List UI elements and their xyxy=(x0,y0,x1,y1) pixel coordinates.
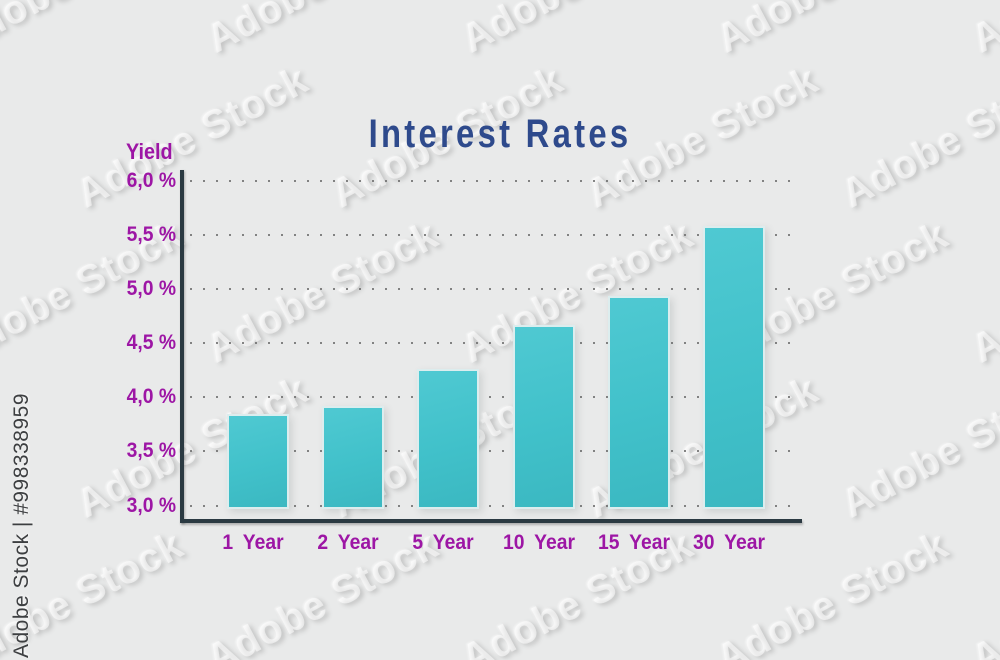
adobe-stock-watermark: Adobe Stock xyxy=(709,0,956,62)
y-tick-label: 3,5 % xyxy=(126,439,176,463)
watermark-id-label: Adobe Stock | #998338959 xyxy=(10,393,33,658)
y-tick-label: 6,0 % xyxy=(126,169,176,192)
bar-1-year xyxy=(227,413,289,509)
adobe-stock-watermark: Adobe Stock xyxy=(964,523,1000,660)
chart-title: Interest Rates xyxy=(368,112,632,156)
adobe-stock-watermark: Adobe Stock xyxy=(964,213,1000,372)
gridline-5 xyxy=(190,288,798,291)
adobe-stock-watermark: Adobe Stock xyxy=(0,0,191,62)
bar-10-year xyxy=(512,324,575,509)
adobe-stock-watermark: Adobe Stock xyxy=(834,367,1000,527)
x-tick-label: 1 Year xyxy=(222,531,284,554)
x-tick-label: 10 Year xyxy=(502,531,575,554)
bar-15-year xyxy=(607,295,670,509)
adobe-stock-watermark: Adobe Stock xyxy=(199,0,446,62)
bar-5-year xyxy=(417,369,480,509)
x-tick-label: 2 Year xyxy=(317,531,379,554)
gridline-6 xyxy=(190,180,798,182)
adobe-stock-watermark: Adobe Stock xyxy=(964,0,1000,62)
adobe-stock-watermark: Adobe Stock xyxy=(199,212,446,372)
y-tick-label: 3,0 % xyxy=(126,493,176,517)
y-axis-title: Yield xyxy=(126,139,173,164)
bar-2-year xyxy=(322,405,385,509)
y-axis-line xyxy=(180,170,184,523)
gridline-3.5 xyxy=(190,450,798,453)
adobe-stock-watermark: Adobe Stock xyxy=(454,0,701,62)
x-tick-label: 5 Year xyxy=(412,531,474,554)
x-axis-line xyxy=(180,519,802,523)
gridline-5.5 xyxy=(190,234,798,237)
x-tick-label: 30 Year xyxy=(693,531,765,554)
y-tick-label: 4,5 % xyxy=(126,331,176,355)
y-tick-label: 5,0 % xyxy=(126,277,176,301)
gridline-4.5 xyxy=(190,342,798,345)
bar-30-year xyxy=(703,226,765,509)
gridline-3 xyxy=(190,504,798,507)
y-tick-label: 5,5 % xyxy=(126,223,176,247)
gridline-4 xyxy=(190,396,798,399)
y-tick-label: 4,0 % xyxy=(126,385,176,409)
x-tick-label: 15 Year xyxy=(597,531,670,554)
